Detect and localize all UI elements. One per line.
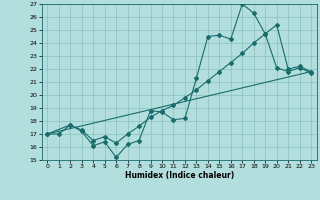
X-axis label: Humidex (Indice chaleur): Humidex (Indice chaleur) [124, 171, 234, 180]
